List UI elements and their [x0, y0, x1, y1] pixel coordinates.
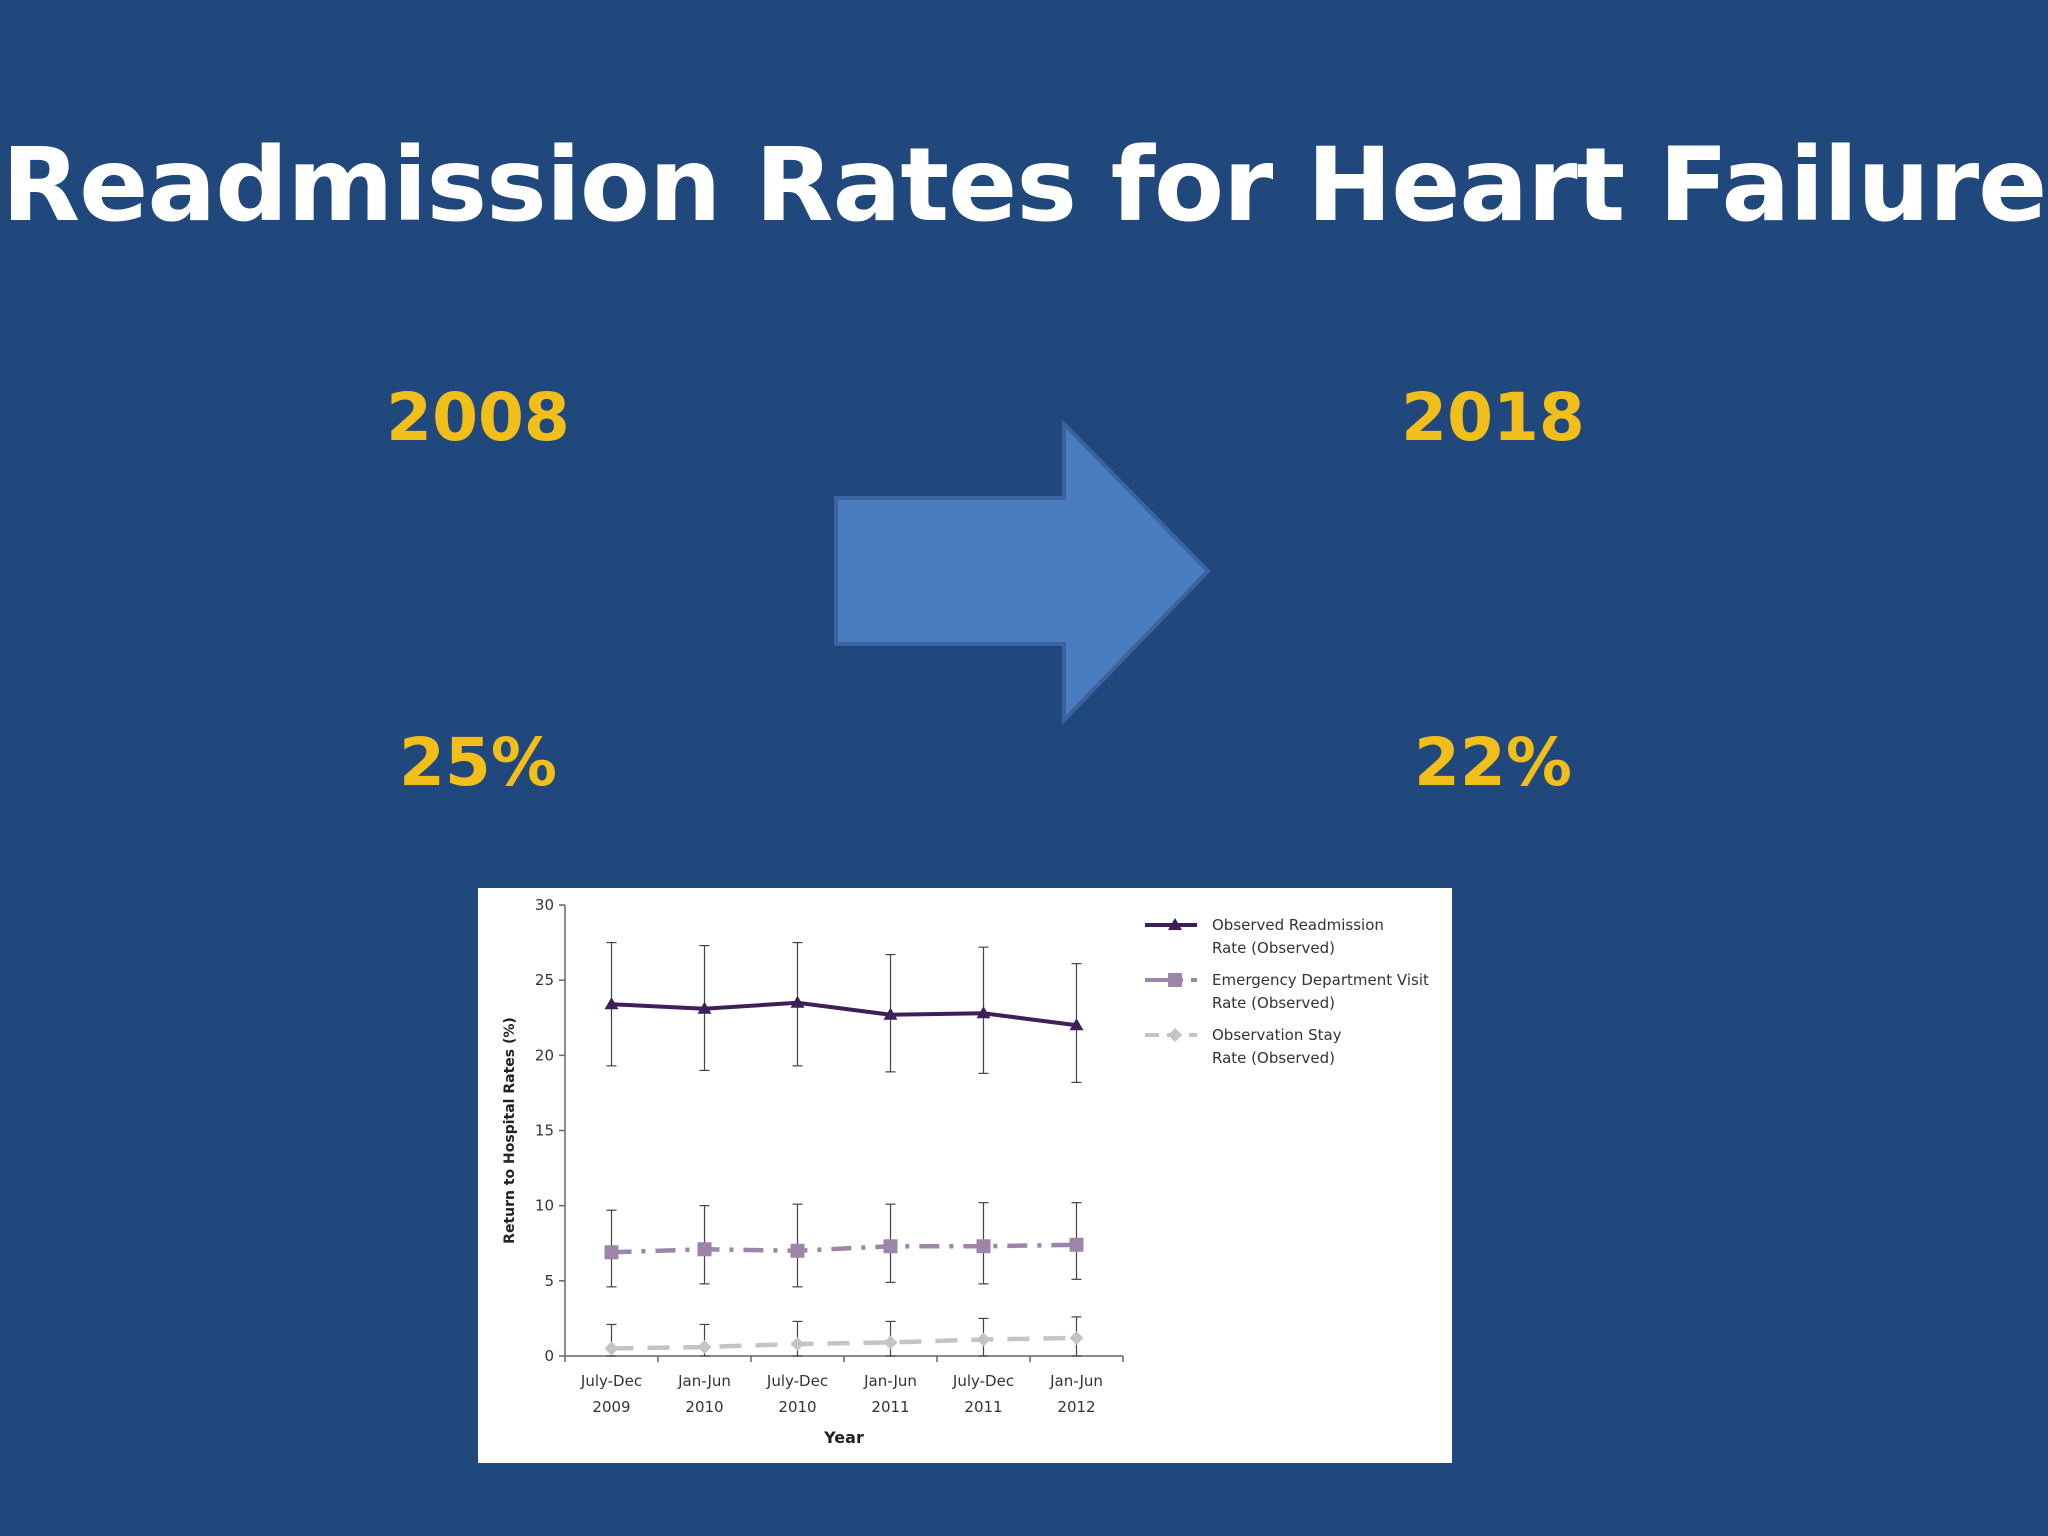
data-point [604, 1341, 619, 1356]
data-point [976, 1332, 991, 1347]
data-point [697, 1001, 712, 1014]
y-tick-label: 5 [544, 1272, 554, 1290]
x-tick-label: 2010 [685, 1398, 723, 1416]
data-point [1069, 1018, 1084, 1031]
x-tick-label: Jan-Jun [863, 1372, 917, 1390]
y-tick-label: 25 [535, 971, 554, 989]
legend-label: Rate (Observed) [1212, 1049, 1335, 1067]
x-tick-label: July-Dec [766, 1372, 828, 1390]
legend-marker [1168, 918, 1182, 930]
y-tick-label: 10 [535, 1197, 554, 1215]
x-tick-label: 2011 [964, 1398, 1002, 1416]
data-point [976, 1239, 991, 1254]
x-tick-label: July-Dec [580, 1372, 642, 1390]
series-line-3 [611, 1335, 1077, 1351]
data-point [604, 1245, 619, 1260]
x-axis-title: Year [823, 1428, 864, 1447]
start-rate-value: 25% [399, 724, 557, 801]
end-rate-value: 22% [1414, 724, 1572, 801]
end-year-label: 2018 [1401, 379, 1585, 456]
x-tick-label: Jan-Jun [1049, 1372, 1103, 1390]
x-tick-label: 2009 [592, 1398, 630, 1416]
y-axis-title: Return to Hospital Rates (%) [502, 1017, 518, 1244]
series-line-2 [611, 1242, 1077, 1255]
arrow-shape [834, 420, 1211, 725]
x-tick-label: 2011 [871, 1398, 909, 1416]
data-point [883, 1335, 898, 1350]
data-point [790, 1336, 805, 1351]
right-arrow-icon [834, 420, 1211, 725]
x-tick-label: 2010 [778, 1398, 816, 1416]
y-tick-label: 15 [535, 1122, 554, 1140]
data-point [697, 1242, 712, 1257]
series-line-1 [611, 1000, 1077, 1028]
legend-marker [1168, 1028, 1182, 1042]
slide-title: Readmission Rates for Heart Failure [1, 126, 2048, 245]
legend-label: Observation Stay [1212, 1026, 1342, 1044]
data-point [1069, 1330, 1084, 1345]
x-tick-label: July-Dec [952, 1372, 1014, 1390]
data-point [604, 997, 619, 1010]
y-tick-label: 30 [535, 896, 554, 914]
legend-label: Emergency Department Visit [1212, 971, 1429, 989]
data-point [883, 1239, 898, 1254]
legend-label: Rate (Observed) [1212, 994, 1335, 1012]
data-point [697, 1339, 712, 1354]
data-point [1069, 1237, 1084, 1252]
y-tick-label: 20 [535, 1046, 554, 1064]
data-point [883, 1007, 898, 1020]
y-tick-label: 0 [544, 1347, 554, 1365]
x-tick-label: Jan-Jun [677, 1372, 731, 1390]
legend-label: Rate (Observed) [1212, 939, 1335, 957]
data-point [790, 995, 805, 1008]
x-tick-label: 2012 [1057, 1398, 1095, 1416]
start-year-label: 2008 [386, 379, 570, 456]
data-point [790, 1243, 805, 1258]
readmission-chart: 0 5 10 15 20 25 30 July-Dec 2009 Jan-Jun 2010 July-… [478, 888, 1452, 1463]
legend-label: Observed Readmission [1212, 916, 1384, 934]
chart-svg: 0 5 10 15 20 25 30 July-Dec 2009 Jan-Jun 2010 July-… [502, 896, 1429, 1447]
legend-marker [1168, 973, 1182, 987]
data-point [976, 1006, 991, 1019]
